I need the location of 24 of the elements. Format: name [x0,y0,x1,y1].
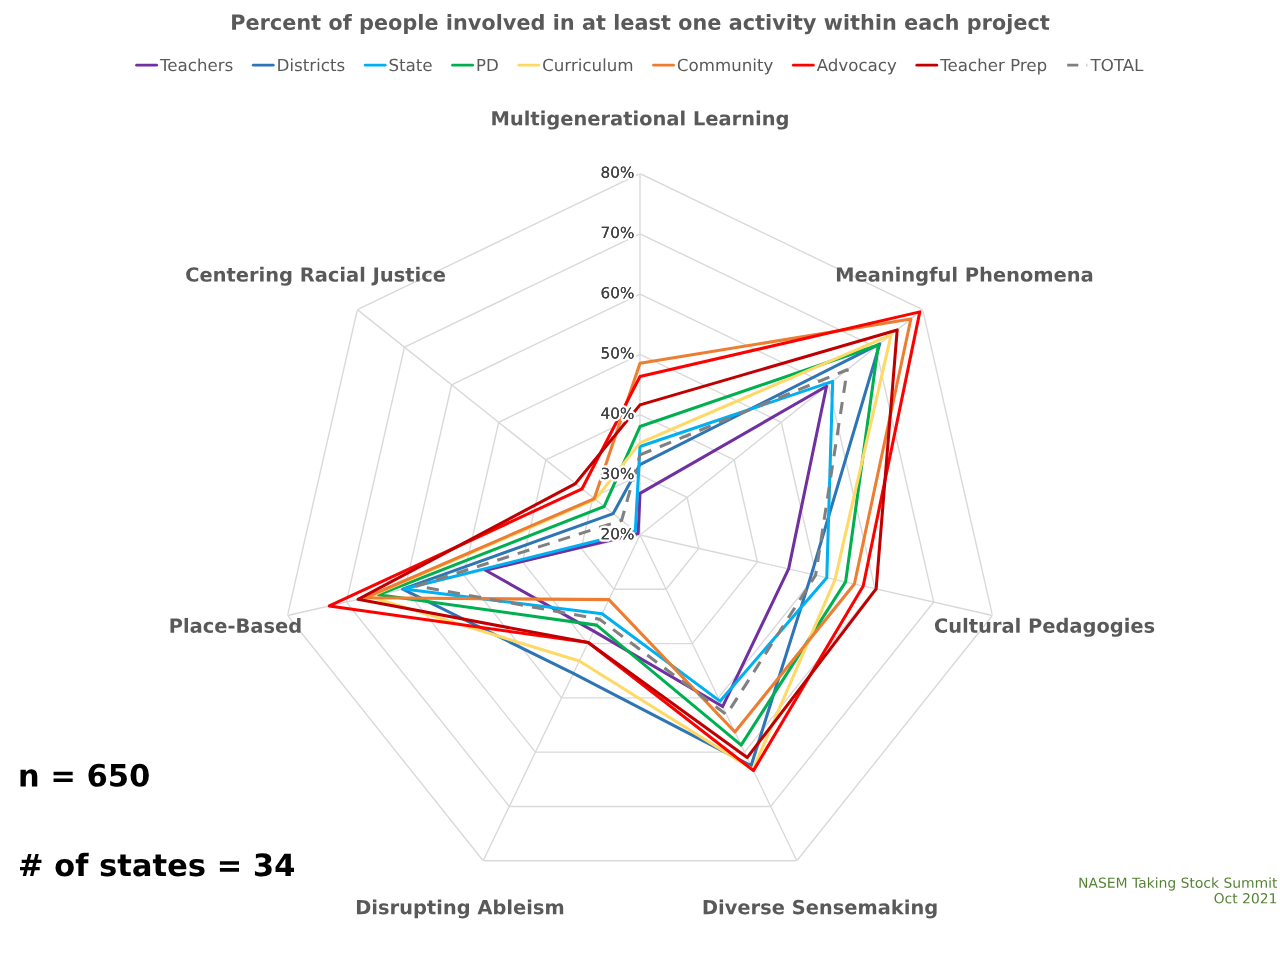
spoke-label: Disrupting Ableism [356,899,564,919]
spoke-label: Multigenerational Learning [492,110,788,130]
spoke-label: Diverse Sensemaking [703,899,937,919]
legend-label: Districts [278,58,345,72]
legend-label: Community [677,58,773,75]
legend-label: TOTAL [1090,58,1144,72]
y-tick-label: 80% [601,166,634,178]
spoke-label: Meaningful Phenomena [836,266,1093,286]
y-tick-label: 60% [601,286,634,299]
y-tick-label: 50% [601,347,634,359]
y-tick-label: 70% [601,226,634,239]
legend-label: State [389,58,432,72]
legend-label: Curriculum [543,58,633,72]
legend-label: Teacher Prep [940,58,1047,75]
chart-title: Percent of people involved in at least one activity within each project [232,13,1050,35]
spoke-label: Centering Racial Justice [186,266,445,286]
legend-label: Teachers [159,58,233,72]
text: NASEM Taking Stock Summit Oct 2021 [1079,877,1278,904]
legend-label: Advocacy [816,58,897,75]
text: n = 650 [20,763,149,787]
text: # of states = 34 [19,852,295,877]
spoke-label: Place-Based [170,617,301,633]
legend-label: PD [477,58,498,72]
spoke-label: Cultural Pedagogies [934,617,1155,637]
